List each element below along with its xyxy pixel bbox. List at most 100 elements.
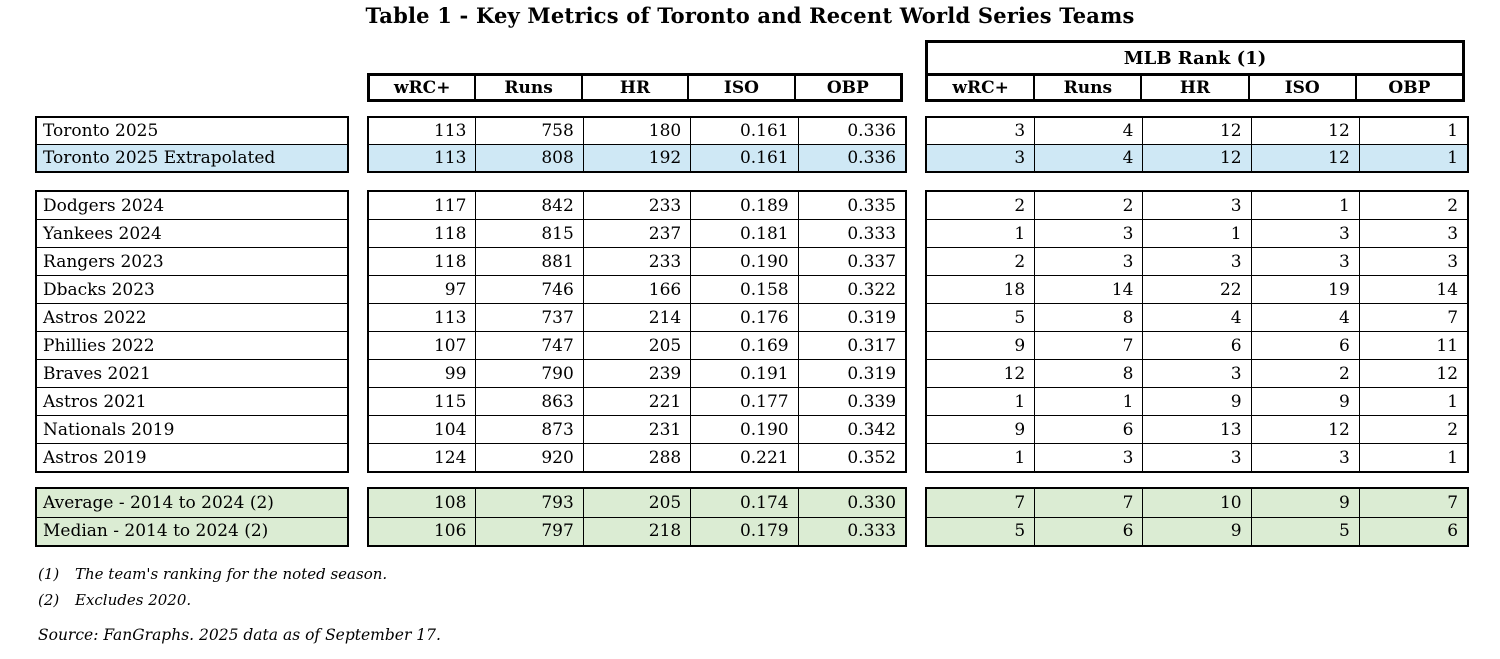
stat-value-cell: 920	[475, 444, 582, 471]
footnote-2-text: Excludes 2020.	[75, 591, 192, 609]
rank-value-cell: 3	[1250, 248, 1359, 275]
page-title: Table 1 - Key Metrics of Toronto and Rec…	[365, 3, 1135, 28]
toronto-ranks-block: 3 4 12 12 1 3 4 12 12 1	[925, 116, 1469, 173]
table-row: 118 881 233 0.190 0.337	[369, 247, 905, 275]
rank-column-header: ISO	[1247, 76, 1355, 99]
stat-value-cell: 106	[433, 521, 467, 542]
stat-value-cell: 99	[444, 363, 467, 384]
table-row: 115 863 221 0.177 0.339	[369, 387, 905, 415]
stats-column-header: Runs	[474, 76, 580, 99]
stat-value-cell: 746	[475, 276, 582, 303]
rank-value-cell: 12	[1003, 363, 1026, 384]
rank-column-header: wRC+	[952, 77, 1009, 98]
table-row: 124 920 288 0.221 0.352	[369, 443, 905, 471]
stat-value-cell: 0.221	[690, 444, 797, 471]
rank-value-cell: 3	[1358, 248, 1467, 275]
rank-value-cell: 3	[1142, 444, 1250, 471]
table-row: 118 815 237 0.181 0.333	[369, 219, 905, 247]
rank-value-cell: 1	[1358, 444, 1467, 471]
team-name-cell: Dbacks 2023	[43, 279, 155, 300]
world-series-teams-ranks-block: 2 2 3 1 2 1 3 1 3 3 2 3 3 3 3 18 14 22 19 14 5 8 4 4 7 9 7 6 6 11 12 8 3…	[925, 190, 1469, 473]
rank-value-cell: 3	[1358, 220, 1467, 247]
stat-value-cell: 118	[433, 251, 467, 272]
table-row: 12 8 3 2 12	[927, 359, 1467, 387]
team-name-cell: Rangers 2023	[43, 251, 164, 272]
rank-value-cell: 14	[1034, 276, 1142, 303]
rank-value-cell: 5	[1014, 307, 1026, 328]
stat-value-cell: 815	[475, 220, 582, 247]
team-name-cell: Median - 2014 to 2024 (2)	[43, 521, 269, 542]
rank-column-header-row: wRC+ Runs HR ISO OBP	[925, 73, 1465, 102]
rank-value-cell: 2	[1014, 251, 1026, 272]
team-name-cell: Yankees 2024	[43, 223, 162, 244]
stat-value-cell: 118	[433, 223, 467, 244]
stat-value-cell: 0.177	[690, 388, 797, 415]
table-row: 3 4 12 12 1	[927, 118, 1467, 144]
stat-value-cell: 0.322	[797, 276, 905, 303]
team-name-cell: Astros 2021	[43, 391, 147, 412]
stat-value-cell: 124	[433, 447, 467, 468]
summary-team-names-block: Average - 2014 to 2024 (2) Median - 2014 …	[35, 487, 349, 547]
world-series-teams-team-names-block: Dodgers 2024 Yankees 2024 Rangers 2023 Dbac…	[35, 190, 349, 473]
team-name-cell: Astros 2022	[43, 307, 147, 328]
footnote-2-marker: (2)	[38, 591, 60, 609]
team-name-cell: Toronto 2025	[43, 121, 159, 141]
rank-value-cell: 6	[1034, 517, 1142, 545]
table-row: Toronto 2025	[37, 118, 347, 144]
rank-value-cell: 3	[1142, 360, 1250, 387]
team-name-cell: Braves 2021	[43, 363, 151, 384]
stat-value-cell: 166	[582, 276, 690, 303]
stat-value-cell: 0.319	[797, 360, 905, 387]
stat-value-cell: 0.333	[797, 220, 905, 247]
rank-value-cell: 6	[1358, 517, 1467, 545]
footnote-2: (2) Excludes 2020.	[38, 591, 191, 609]
stat-value-cell: 117	[433, 195, 467, 216]
rank-value-cell: 3	[1142, 248, 1250, 275]
stat-value-cell: 873	[475, 416, 582, 443]
stat-value-cell: 180	[582, 118, 690, 144]
toronto-team-names-block: Toronto 2025 Toronto 2025 Extrapolated	[35, 116, 349, 173]
rank-value-cell: 18	[1003, 279, 1026, 300]
table-row: Phillies 2022	[37, 331, 347, 359]
rank-value-cell: 5	[1014, 521, 1026, 542]
rank-value-cell: 2	[1250, 360, 1359, 387]
stat-value-cell: 221	[582, 388, 690, 415]
stat-value-cell: 97	[444, 279, 467, 300]
rank-value-cell: 14	[1358, 276, 1467, 303]
stat-value-cell: 0.336	[797, 145, 905, 171]
rank-column-header: OBP	[1354, 76, 1462, 99]
stat-value-cell: 0.169	[690, 332, 797, 359]
stat-value-cell: 104	[433, 419, 467, 440]
table-row: Toronto 2025 Extrapolated	[37, 144, 347, 171]
rank-value-cell: 1	[1358, 118, 1467, 144]
team-name-cell: Toronto 2025 Extrapolated	[43, 148, 276, 168]
stat-value-cell: 737	[475, 304, 582, 331]
stat-value-cell: 233	[582, 248, 690, 275]
stat-value-cell: 842	[475, 192, 582, 219]
stat-value-cell: 0.161	[690, 145, 797, 171]
stat-value-cell: 0.174	[690, 489, 797, 517]
stat-value-cell: 808	[475, 145, 582, 171]
stat-value-cell: 113	[433, 307, 467, 328]
stat-value-cell: 0.189	[690, 192, 797, 219]
rank-value-cell: 8	[1034, 304, 1142, 331]
stat-value-cell: 793	[475, 489, 582, 517]
stat-value-cell: 0.337	[797, 248, 905, 275]
rank-value-cell: 12	[1250, 416, 1359, 443]
stat-value-cell: 0.339	[797, 388, 905, 415]
rank-value-cell: 9	[1250, 388, 1359, 415]
stat-value-cell: 0.342	[797, 416, 905, 443]
summary-stats-block: 108 793 205 0.174 0.330 106 797 218 0.179 0.333	[367, 487, 907, 547]
stats-column-header: OBP	[793, 76, 900, 99]
rank-value-cell: 1	[1142, 220, 1250, 247]
stat-value-cell: 0.181	[690, 220, 797, 247]
table-row: Astros 2021	[37, 387, 347, 415]
stat-value-cell: 239	[582, 360, 690, 387]
stat-value-cell: 113	[433, 121, 467, 141]
table-row: Yankees 2024	[37, 219, 347, 247]
team-name-cell: Astros 2019	[43, 447, 147, 468]
table-row: 104 873 231 0.190 0.342	[369, 415, 905, 443]
